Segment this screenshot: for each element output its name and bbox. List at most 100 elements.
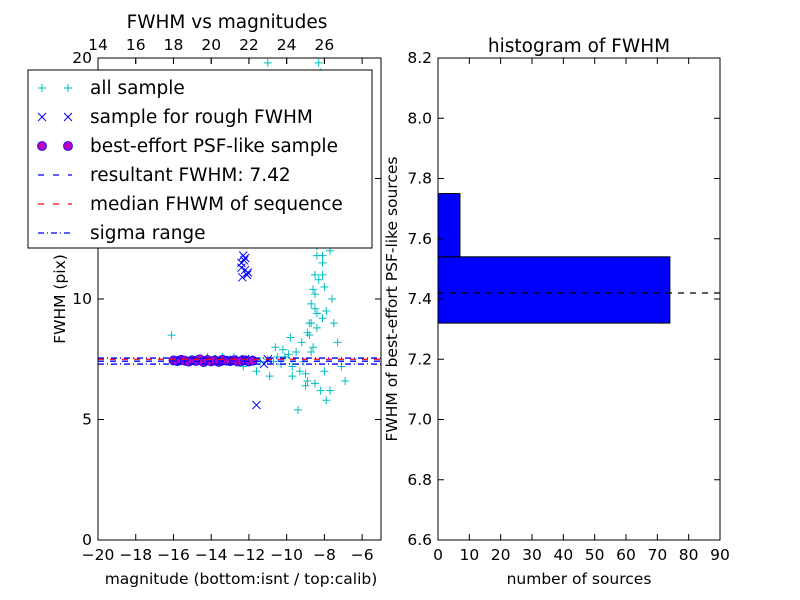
rough-sample-point	[242, 270, 252, 280]
all-sample-point	[322, 396, 331, 405]
legend-marker-x	[63, 112, 73, 122]
all-sample-point	[312, 323, 321, 332]
histogram-x-tick-label: 0	[433, 546, 443, 564]
scatter-x-tick-label: −18	[119, 546, 152, 564]
all-sample-point	[292, 348, 301, 357]
scatter-top-tick-label: 16	[126, 36, 146, 54]
all-sample-point	[310, 290, 319, 299]
legend-marker-plus	[64, 84, 72, 92]
scatter-title: FWHM vs magnitudes	[127, 12, 328, 33]
histogram-title: histogram of FWHM	[488, 36, 670, 57]
scatter-x-tick-label: −16	[157, 546, 190, 564]
histogram-x-tick-label: 60	[616, 546, 636, 564]
scatter-top-tick-label: 18	[164, 36, 184, 54]
all-sample-point	[310, 304, 319, 313]
legend-marker-circle	[37, 141, 47, 151]
histogram-y-tick-label: 8.2	[407, 49, 432, 67]
legend-marker-x	[37, 112, 47, 122]
scatter-top-ticks: 14 16 18 20 22 24 26	[88, 36, 334, 64]
scatter-x-tick-label: −6	[351, 546, 374, 564]
histogram-y-tick-label: 7.0	[407, 411, 432, 429]
all-sample-point	[263, 58, 272, 67]
scatter-y-tick-label: 5	[82, 411, 92, 429]
rough-sample-point	[252, 400, 261, 410]
legend-label: sigma range	[90, 223, 206, 244]
legend-label: median FHWM of sequence	[90, 194, 343, 215]
all-sample-point	[265, 372, 274, 381]
histogram-x-tick-label: 20	[491, 546, 511, 564]
histogram-y-tick-label: 8.0	[407, 109, 432, 127]
all-sample-point	[252, 367, 261, 376]
all-sample-point	[309, 343, 318, 352]
scatter-top-tick-label: 14	[88, 36, 108, 54]
histogram-y-tick-label: 7.4	[407, 290, 432, 308]
scatter-x-tick-label: −20	[82, 546, 115, 564]
rough-sample-point	[237, 272, 247, 282]
all-sample-point	[314, 275, 323, 284]
all-sample-point	[320, 367, 329, 376]
all-sample-point	[314, 58, 323, 67]
histogram-x-axis-label: number of sources	[507, 570, 652, 588]
histogram-x-tick-label: 50	[585, 546, 605, 564]
histogram-plot-area	[437, 57, 721, 541]
histogram-y-axis-label: FWHM of best-effort PSF-like sources	[383, 156, 401, 441]
histogram-bar	[437, 193, 461, 258]
all-sample-point	[341, 376, 350, 385]
all-sample-point	[318, 251, 327, 260]
legend-label: best-effort PSF-like sample	[90, 136, 338, 157]
histogram-y-tick-label: 6.6	[407, 531, 432, 549]
all-sample-point	[167, 331, 176, 340]
all-sample-point	[333, 338, 342, 347]
scatter-top-tick-label: 24	[277, 36, 297, 54]
histogram-y-tick-label: 7.6	[407, 230, 432, 248]
histogram-y-tick-label: 6.8	[407, 471, 432, 489]
all-sample-point	[309, 285, 318, 294]
legend-marker-circle	[63, 141, 73, 151]
all-sample-point	[322, 307, 331, 316]
scatter-x-tick-label: −8	[313, 546, 336, 564]
scatter-y-tick-label: 20	[72, 49, 92, 67]
histogram-bar	[437, 256, 671, 324]
all-sample-point	[310, 379, 319, 388]
all-sample-point	[312, 309, 321, 318]
rough-sample-point	[240, 253, 250, 263]
scatter-x-axis-label: magnitude (bottom:isnt / top:calib)	[105, 570, 378, 588]
histogram-x-ticks: 0 10 20 30 40 50 60 70 80 90	[433, 58, 730, 564]
legend: all sample sample for rough FWHM best-effo…	[27, 69, 373, 249]
all-sample-point	[297, 338, 306, 347]
scatter-x-tick-label: −10	[270, 546, 303, 564]
all-sample-point	[305, 331, 314, 340]
all-sample-point	[307, 348, 316, 357]
all-sample-point	[326, 386, 335, 395]
legend-marker-plus	[38, 84, 46, 92]
all-sample-point	[271, 343, 280, 352]
scatter-y-tick-label: 10	[72, 290, 92, 308]
scatter-x-tick-label: −12	[233, 546, 266, 564]
legend-label: resultant FWHM: 7.42	[90, 165, 291, 186]
all-sample-point	[273, 352, 282, 361]
legend-box	[27, 69, 373, 249]
rough-sample-point	[237, 263, 246, 273]
all-sample-point	[310, 270, 319, 279]
histogram-x-tick-label: 70	[647, 546, 667, 564]
histogram-x-tick-label: 80	[679, 546, 699, 564]
rough-sample-point	[243, 268, 253, 277]
all-sample-point	[278, 345, 287, 354]
all-sample-point	[307, 299, 316, 308]
all-sample-point	[318, 314, 327, 323]
all-sample-point	[286, 333, 295, 342]
histogram-x-tick-label: 90	[710, 546, 730, 564]
scatter-x-tick-label: −14	[195, 546, 228, 564]
rough-sample-point	[239, 256, 249, 265]
scatter-top-tick-label: 20	[201, 36, 221, 54]
histogram-y-tick-label: 7.2	[407, 350, 432, 368]
scatter-x-ticks: −20 −18 −16 −14 −12 −10 −8 −6	[82, 58, 374, 564]
histogram-x-tick-label: 30	[522, 546, 542, 564]
scatter-top-tick-label: 26	[315, 36, 335, 54]
histogram-x-tick-label: 10	[459, 546, 479, 564]
legend-label: all sample	[90, 78, 185, 99]
all-sample-point	[288, 372, 297, 381]
all-sample-point	[284, 350, 293, 359]
all-sample-point	[301, 369, 310, 378]
